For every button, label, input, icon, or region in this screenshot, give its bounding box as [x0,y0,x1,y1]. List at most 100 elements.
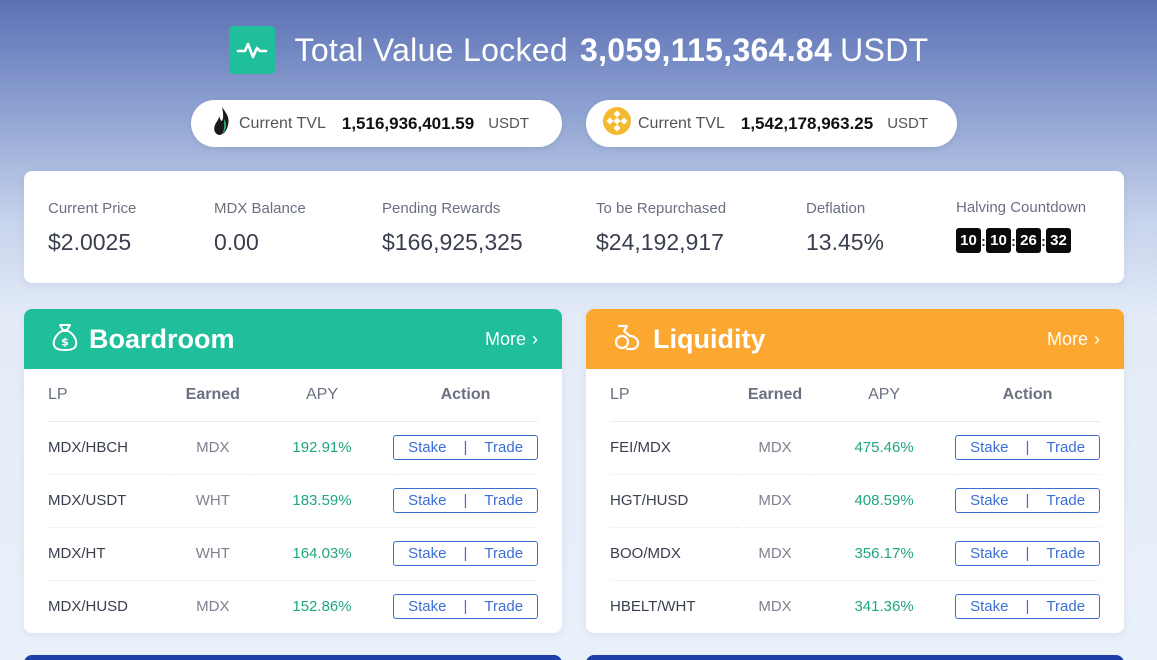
apy-value: 192.91% [251,421,393,475]
action-cell: Stake | Trade [393,580,538,633]
earned-token: WHT [174,527,251,581]
stat-value: $166,925,325 [382,229,523,255]
stat-value: 13.45% [806,229,885,255]
countdown-days: 10 [956,228,981,253]
apy-value: 356.17% [813,527,955,581]
earned-token: MDX [736,527,814,581]
trade-button[interactable]: Trade [1046,545,1086,562]
earned-token: MDX [758,598,792,616]
next-panel-header-left [24,655,562,660]
stat-label: Halving Countdown [956,199,1087,216]
earned-token: MDX [196,598,230,616]
action-buttons: Stake | Trade [955,435,1100,460]
action-cell: Stake | Trade [392,527,538,581]
lp-name: BOO/MDX [610,527,737,581]
divider: | [1025,545,1030,562]
col-apy: APY [251,369,393,422]
table-header-row: LP Earned APY Action [48,369,538,422]
table-row: MDX/HBCH MDX 192.91% Stake | Trade [48,421,538,475]
lp-name: MDX/HBCH [48,421,175,475]
col-action: Action [954,369,1100,422]
col-lp: LP [48,369,175,422]
table-header-row: LP Earned APY Action [610,369,1100,422]
countdown-separator: : [981,232,986,249]
lp-name: FEI/MDX [610,421,737,475]
stat-label: Pending Rewards [382,200,501,217]
bsc-tvl-label: Current TVL [638,114,725,132]
liquidity-more-link[interactable]: More › [1047,329,1100,350]
stake-button[interactable]: Stake [970,598,1009,616]
apy-value: 183.59% [251,474,393,528]
earned-token: WHT [174,474,251,528]
table-row: MDX/HUSD MDX 152.86% Stake | Trade [48,580,538,633]
divider: | [1025,439,1030,456]
divider: | [463,492,468,509]
lp-name: MDX/USDT [48,474,175,528]
action-buttons: Stake | Trade [393,541,538,566]
stat-pending-rewards: Pending Rewards $166,925,325 [382,200,523,256]
stake-button[interactable]: Stake [408,492,447,509]
tvl-title-label: Total Value Locked [294,31,568,68]
trade-button[interactable]: Trade [1046,439,1086,456]
stats-card: Current Price $2.0025 MDX Balance 0.00 P… [24,171,1124,283]
apy-value: 408.59% [813,474,955,528]
lp-name: HGT/HUSD [610,474,737,528]
divider: | [463,598,468,616]
stake-button[interactable]: Stake [970,545,1009,562]
lp-name: MDX/HT [48,527,175,581]
liquidity-icon [613,322,643,357]
action-buttons: Stake | Trade [393,435,538,460]
heco-tvl-label: Current TVL [239,114,326,132]
stake-button[interactable]: Stake [970,492,1009,509]
col-earned: Earned [174,369,251,422]
chevron-right-icon: › [532,329,538,349]
countdown-separator: : [1041,232,1046,249]
col-lp: LP [610,369,737,422]
chain-tvl-pills: Current TVL 1,516,936,401.59 USDT Curren… [0,100,1157,148]
heco-tvl-value: 1,516,936,401.59 [341,113,475,133]
halving-countdown: 10 : 10 : 26 : 32 [956,228,1086,253]
stat-deflation: Deflation 13.45% [806,200,884,256]
stat-value: $24,192,917 [596,229,724,255]
boardroom-title: Boardroom [89,323,235,354]
boardroom-more-link[interactable]: More › [485,329,538,350]
table-row: BOO/MDX MDX 356.17% Stake | Trade [610,527,1100,581]
table-row: HBELT/WHT MDX 341.36% Stake | Trade [610,580,1100,633]
stake-button[interactable]: Stake [408,545,447,562]
heco-tvl-unit: USDT [488,115,530,132]
action-cell: Stake | Trade [954,527,1100,581]
trade-button[interactable]: Trade [1046,492,1086,509]
lp-name: HBELT/WHT [610,598,696,616]
action-buttons: Stake | Trade [955,488,1100,513]
countdown-hours: 10 [986,228,1011,253]
trade-button[interactable]: Trade [1046,598,1086,616]
action-buttons: Stake | Trade [955,594,1100,620]
stake-button[interactable]: Stake [408,598,447,616]
table-row: MDX/HT WHT 164.03% Stake | Trade [48,527,538,581]
earned-token: MDX [174,421,251,475]
stat-label: To be Repurchased [596,200,727,217]
stat-halving-countdown: Halving Countdown 10 : 10 : 26 : 32 [956,199,1086,253]
stat-label: MDX Balance [214,200,306,217]
action-cell: Stake | Trade [955,580,1100,633]
countdown-separator: : [1011,232,1016,249]
earned-token: MDX [736,421,814,475]
action-cell: Stake | Trade [954,474,1100,528]
stake-button[interactable]: Stake [970,439,1009,456]
action-cell: Stake | Trade [392,421,538,475]
tvl-header: Total Value Locked 3,059,115,364.84 USDT [0,26,1157,74]
trade-button[interactable]: Trade [484,545,524,562]
tvl-unit: USDT [840,31,929,68]
stake-button[interactable]: Stake [408,439,447,456]
trade-button[interactable]: Trade [484,439,524,456]
action-buttons: Stake | Trade [955,541,1100,566]
trade-button[interactable]: Trade [484,492,524,509]
bsc-logo-icon [602,106,632,141]
svg-text:$: $ [61,335,69,348]
chevron-right-icon: › [1094,329,1100,349]
trade-button[interactable]: Trade [484,598,524,616]
divider: | [1025,492,1030,509]
apy-value: 341.36% [854,598,914,616]
col-earned: Earned [736,369,814,422]
col-apy: APY [813,369,955,422]
